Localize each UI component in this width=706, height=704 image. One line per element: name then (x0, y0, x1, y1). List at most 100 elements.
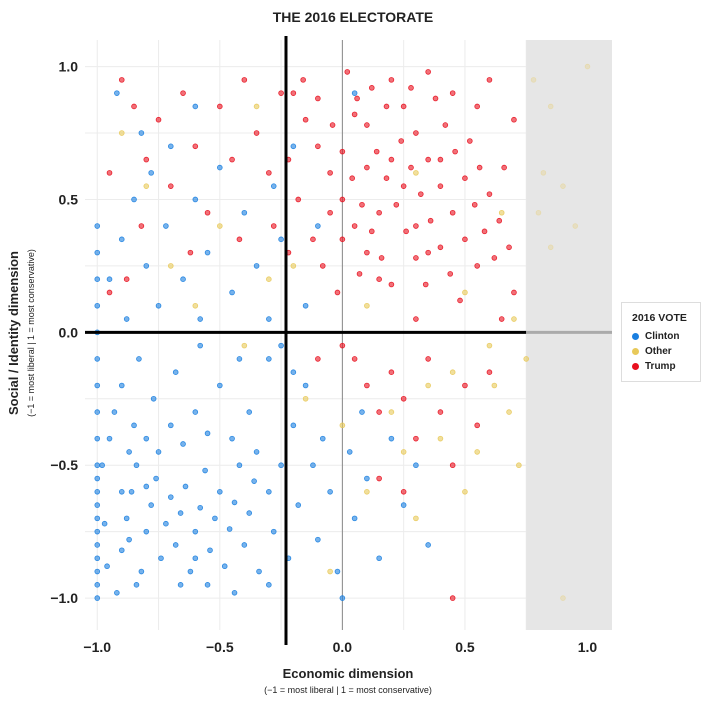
data-point (231, 589, 238, 596)
data-point (128, 489, 135, 495)
data-point (359, 409, 365, 415)
data-point (180, 441, 186, 447)
data-point (486, 369, 493, 376)
data-point (246, 409, 253, 415)
data-point (523, 356, 530, 362)
data-point (241, 342, 248, 349)
data-point (422, 281, 429, 288)
data-point (364, 122, 370, 128)
data-point (376, 276, 382, 282)
data-point (418, 191, 424, 197)
data-point (94, 462, 101, 469)
data-point (400, 395, 407, 402)
data-point (290, 143, 297, 150)
data-point (457, 297, 463, 304)
data-point (364, 489, 370, 495)
data-point (302, 302, 309, 309)
data-point (278, 90, 284, 96)
data-point (207, 547, 213, 554)
data-point (511, 116, 517, 123)
data-point (106, 170, 113, 176)
y-axis-title: Social / Identity dimension (6, 251, 21, 415)
data-point (327, 489, 333, 495)
data-point (182, 483, 189, 490)
data-point (266, 170, 272, 176)
y-axis-subtitle: (−1 = most liberal | 1 = most conservati… (26, 249, 36, 417)
data-point (197, 504, 204, 511)
reference-lines (85, 36, 612, 645)
data-point (315, 95, 321, 102)
data-point (425, 69, 431, 75)
data-point (278, 462, 284, 469)
data-point (437, 409, 444, 415)
data-point (400, 502, 407, 508)
data-point (351, 111, 358, 118)
data-point (498, 209, 505, 216)
data-point (376, 209, 382, 216)
data-point (400, 183, 407, 189)
data-point (155, 302, 162, 309)
data-point (376, 409, 382, 415)
data-point (474, 263, 480, 269)
data-point (94, 595, 101, 601)
data-point (106, 289, 113, 296)
data-point (437, 435, 444, 442)
data-point (535, 209, 542, 216)
data-point (253, 449, 260, 455)
data-point (413, 170, 419, 176)
data-point (126, 536, 132, 543)
data-point (364, 164, 370, 171)
legend-label: Clinton (645, 331, 680, 342)
data-point (241, 209, 248, 216)
data-point (118, 382, 125, 389)
x-axis-subtitle: (−1 = most liberal | 1 = most conservati… (264, 685, 432, 695)
data-point (462, 382, 468, 389)
data-point (278, 236, 284, 243)
data-point (212, 515, 218, 522)
data-point (266, 316, 272, 322)
data-point (319, 435, 326, 442)
data-point (246, 510, 253, 516)
data-point (167, 183, 174, 189)
data-point (118, 547, 125, 554)
data-point (302, 382, 309, 389)
data-point (99, 462, 105, 469)
data-point (442, 122, 449, 128)
legend: 2016 VOTE Clinton Other Trump (621, 302, 701, 382)
data-point (131, 422, 137, 429)
data-point (383, 103, 390, 110)
data-point (437, 156, 444, 163)
data-point (155, 449, 162, 455)
data-point (270, 223, 277, 229)
data-point (94, 382, 101, 389)
data-point (486, 77, 493, 83)
data-point (449, 595, 456, 601)
data-point (133, 582, 140, 588)
data-point (114, 589, 120, 596)
data-point (123, 515, 130, 522)
data-point (413, 462, 419, 469)
data-point (192, 103, 199, 110)
data-point (270, 528, 277, 535)
legend-dot-icon (632, 348, 639, 355)
data-point (172, 369, 179, 376)
data-point (236, 356, 243, 362)
data-point (540, 170, 547, 176)
data-point (364, 249, 370, 256)
data-point (236, 462, 243, 469)
data-point (400, 449, 407, 455)
data-point (118, 236, 125, 243)
legend-dot-icon (632, 333, 639, 340)
data-point (339, 422, 346, 429)
data-point (425, 356, 431, 362)
data-point (94, 276, 101, 282)
data-point (511, 316, 517, 322)
data-point (138, 130, 145, 136)
data-point (266, 582, 272, 588)
data-point (388, 409, 395, 415)
data-point (408, 85, 414, 91)
data-point (163, 223, 169, 229)
data-point (266, 356, 272, 362)
data-point (192, 143, 199, 150)
